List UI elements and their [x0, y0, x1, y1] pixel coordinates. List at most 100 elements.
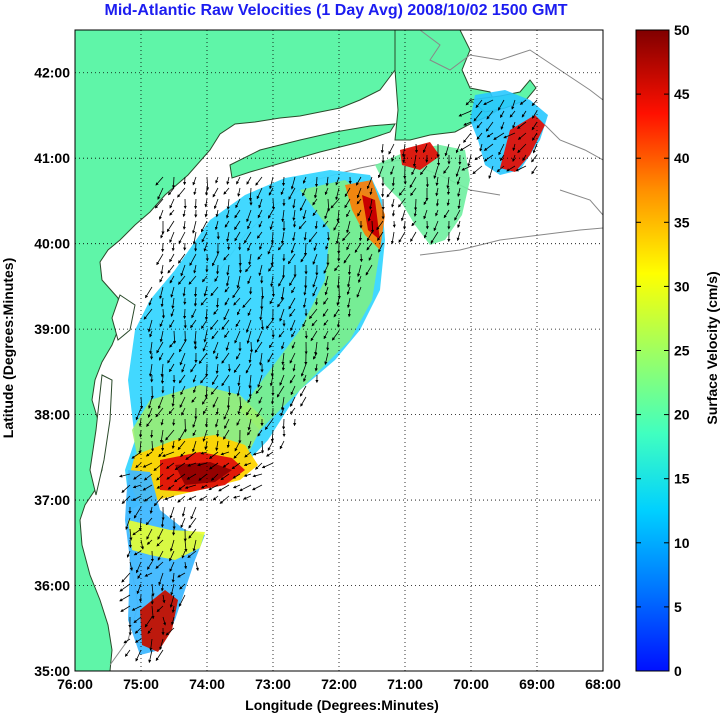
velocity-arrow [290, 242, 296, 254]
velocity-arrow [159, 275, 164, 283]
velocity-arrow [195, 561, 199, 572]
velocity-arrow [391, 176, 395, 187]
velocity-arrow [245, 264, 252, 273]
velocity-arrow [119, 594, 131, 602]
velocity-arrow [171, 616, 175, 626]
velocity-arrow [180, 451, 186, 457]
velocity-arrow [254, 341, 263, 353]
velocity-arrow [211, 374, 219, 386]
velocity-arrow [225, 275, 230, 287]
velocity-arrow [280, 396, 285, 411]
velocity-arrow [483, 143, 494, 151]
velocity-arrow [430, 231, 439, 244]
velocity-arrow [270, 275, 274, 288]
velocity-arrow [169, 594, 175, 608]
velocity-arrow [271, 198, 276, 211]
map-title: Mid-Atlantic Raw Velocities (1 Day Avg) … [105, 2, 568, 19]
velocity-arrow [124, 649, 131, 657]
velocity-arrow [172, 528, 176, 536]
velocity-arrow [129, 561, 133, 571]
velocity-arrow [456, 231, 461, 242]
velocity-arrow [134, 627, 142, 634]
velocity-arrow [188, 495, 197, 500]
longitude-tick-label: 69:00 [519, 676, 555, 692]
velocity-arrow [160, 418, 164, 426]
velocity-arrow [183, 561, 188, 570]
velocity-arrow [237, 374, 241, 387]
velocity-arrow [531, 154, 538, 163]
velocity-arrow [161, 308, 166, 319]
velocity-arrow [178, 253, 186, 264]
velocity-arrow [260, 286, 265, 300]
velocity-arrow [245, 363, 252, 374]
latitude-tick-label: 42:00 [34, 65, 70, 81]
velocity-arrow [279, 374, 285, 386]
colorbar-tick-label: 45 [674, 86, 690, 102]
velocity-arrow [346, 286, 351, 296]
colorbar-tick-label: 50 [674, 22, 690, 38]
colorbar-label: Surface Velocity (cm/s) [704, 271, 720, 424]
longitude-tick-label: 71:00 [387, 676, 423, 692]
velocity-arrow [159, 638, 164, 651]
velocity-arrow [269, 341, 274, 349]
velocity-arrow [202, 275, 208, 283]
velocity-arrow [158, 451, 164, 458]
velocity-arrow [215, 407, 219, 416]
velocity-arrow [119, 473, 131, 478]
velocity-arrow [142, 484, 153, 491]
velocity-arrow [180, 517, 186, 529]
velocity-arrow [347, 297, 351, 309]
velocity-arrow [131, 495, 142, 501]
velocity-arrow [183, 176, 187, 186]
velocity-arrow [509, 110, 516, 118]
velocity-arrow [303, 374, 307, 382]
velocity-arrow [169, 253, 175, 263]
velocity-arrow [200, 374, 208, 384]
velocity-arrow [496, 165, 505, 173]
velocity-arrow [256, 231, 263, 239]
velocity-arrow [180, 385, 186, 396]
velocity-arrow [300, 253, 307, 263]
velocity-arrow [503, 132, 516, 139]
velocity-arrow [410, 231, 417, 242]
velocity-arrow [232, 484, 241, 489]
velocity-arrow [224, 297, 230, 306]
velocity-arrow [255, 385, 263, 395]
longitude-tick-label: 70:00 [453, 676, 489, 692]
velocity-arrow [135, 407, 142, 421]
velocity-arrow [157, 528, 164, 540]
velocity-arrow [193, 187, 197, 196]
velocity-arrow [187, 462, 197, 467]
velocity-arrow [314, 297, 319, 306]
velocity-region-north-red [400, 142, 440, 170]
velocity-arrow [226, 231, 230, 243]
velocity-arrow [120, 605, 131, 612]
velocity-arrow [147, 627, 153, 634]
velocity-arrow [177, 440, 186, 451]
velocity-arrow [390, 165, 395, 176]
velocity-arrow [247, 242, 252, 252]
velocity-arrow [330, 198, 340, 209]
colorbar-tick-label: 30 [674, 278, 690, 294]
velocity-arrow [291, 330, 296, 338]
colorbar-tick-label: 20 [674, 407, 690, 423]
velocity-arrow [198, 352, 208, 364]
velocity-arrow [150, 352, 154, 360]
velocity-arrow [309, 308, 318, 320]
velocity-arrow [166, 462, 175, 469]
velocity-arrow [169, 539, 175, 552]
velocity-arrow [232, 286, 241, 299]
velocity-arrow [500, 121, 505, 130]
velocity-arrow [455, 143, 461, 154]
velocity-arrow [225, 209, 230, 219]
velocity-arrow [521, 110, 527, 118]
velocity-arrow [313, 187, 318, 199]
velocity-arrow [281, 341, 285, 350]
velocity-arrow [161, 440, 165, 452]
velocity-arrow [211, 330, 219, 340]
map-area [74, 29, 604, 672]
velocity-arrow [458, 110, 472, 117]
colorbar-tick-label: 25 [674, 343, 690, 359]
velocity-arrow [302, 209, 307, 220]
velocity-arrow [199, 495, 208, 501]
